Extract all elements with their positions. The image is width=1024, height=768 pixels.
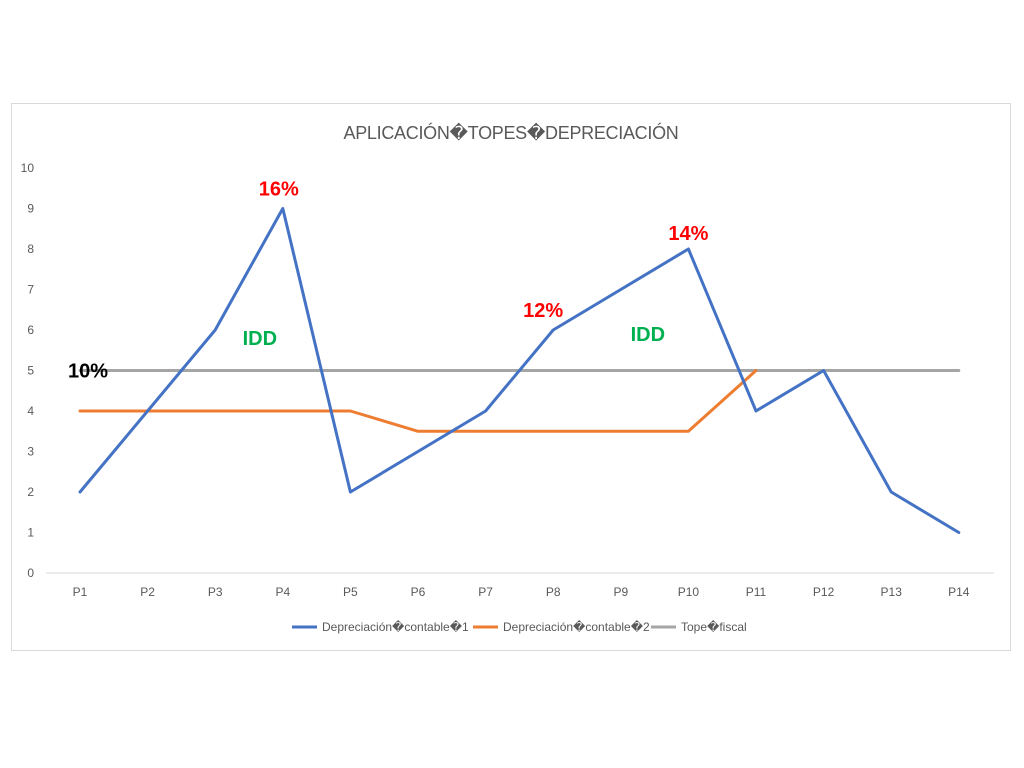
chart-title: APLICACIÓN�TOPES�DEPRECIACIÓN (344, 122, 679, 143)
x-tick-label: P9 (613, 585, 628, 599)
x-tick-label: P13 (881, 585, 903, 599)
x-tick-label: P1 (73, 585, 88, 599)
annotation-label: 14% (668, 223, 708, 245)
y-tick-label: 0 (27, 566, 34, 580)
y-tick-label: 3 (27, 445, 34, 459)
legend-item-2[interactable]: Depreciación�contable�2 (473, 620, 650, 634)
y-tick-label: 7 (27, 283, 34, 297)
x-tick-label: P7 (478, 585, 493, 599)
legend-item-1[interactable]: Depreciación�contable�1 (292, 620, 469, 634)
x-tick-label: P4 (275, 585, 290, 599)
x-tick-label: P6 (411, 585, 426, 599)
series-line-1 (78, 207, 961, 534)
annotation-label: IDD (631, 324, 665, 346)
legend-label: Depreciación�contable�1 (322, 620, 469, 634)
y-tick-label: 1 (27, 526, 34, 540)
annotations: 16% 14% 12% 10% IDD IDD (68, 178, 709, 382)
annotation-label: 16% (259, 178, 299, 200)
x-tick-label: P14 (948, 585, 970, 599)
legend-label: Depreciación�contable�2 (503, 620, 650, 634)
y-tick-label: 6 (27, 323, 34, 337)
y-tick-label: 4 (27, 404, 34, 418)
y-tick-label: 8 (27, 242, 34, 256)
x-tick-label: P5 (343, 585, 358, 599)
annotation-label: 10% (68, 361, 108, 383)
x-axis-ticks: P1 P2 P3 P4 P5 P6 P7 P8 P9 P10 P11 P12 P13 P14 (73, 585, 970, 599)
y-tick-label: 2 (27, 485, 34, 499)
x-tick-label: P2 (140, 585, 155, 599)
y-tick-label: 10 (21, 161, 35, 175)
legend-label: Tope�fiscal (681, 620, 747, 634)
legend[interactable]: Depreciación�contable�1 Depreciación�cont… (292, 620, 747, 634)
annotation-label: IDD (243, 328, 277, 350)
series-lines (78, 207, 961, 534)
series-line-2 (78, 369, 758, 433)
y-axis-ticks: 0 1 2 3 4 5 6 7 8 9 10 (21, 161, 35, 580)
y-tick-label: 5 (27, 364, 34, 378)
x-tick-label: P3 (208, 585, 223, 599)
y-tick-label: 9 (27, 202, 34, 216)
x-tick-label: P11 (746, 585, 767, 599)
x-tick-label: P8 (546, 585, 561, 599)
x-tick-label: P10 (678, 585, 700, 599)
legend-item-3[interactable]: Tope�fiscal (651, 620, 747, 634)
x-tick-label: P12 (813, 585, 835, 599)
annotation-label: 12% (523, 300, 563, 322)
